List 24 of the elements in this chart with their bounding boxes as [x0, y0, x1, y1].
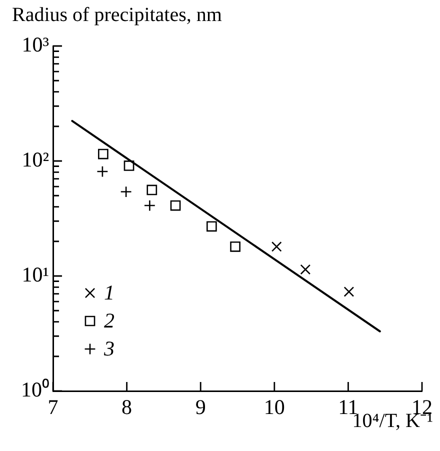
x-tick-label: 8 — [122, 395, 132, 420]
point — [344, 286, 354, 297]
point — [230, 241, 240, 252]
legend-label: 2 — [104, 308, 115, 333]
y-axis-title: Radius of precipitates, nm — [12, 4, 222, 26]
x-tick-label: 10 — [264, 395, 285, 420]
y-tick-label: 10³ — [22, 32, 49, 57]
point — [120, 186, 132, 198]
point — [170, 200, 181, 211]
legend-label: 1 — [104, 280, 114, 305]
point — [98, 148, 108, 160]
y-tick-label: 10⁰ — [21, 378, 49, 402]
legend-label: 3 — [103, 336, 114, 361]
y-tick-label: 10¹ — [22, 262, 49, 287]
y-tick-label: 10² — [22, 148, 49, 172]
point — [124, 160, 134, 171]
point — [146, 184, 158, 196]
point — [144, 200, 156, 212]
point — [300, 264, 311, 275]
point — [206, 221, 217, 232]
point — [96, 166, 108, 178]
x-tick-label: 7 — [48, 395, 58, 420]
x-tick-label: 9 — [195, 395, 206, 420]
point — [271, 241, 282, 252]
